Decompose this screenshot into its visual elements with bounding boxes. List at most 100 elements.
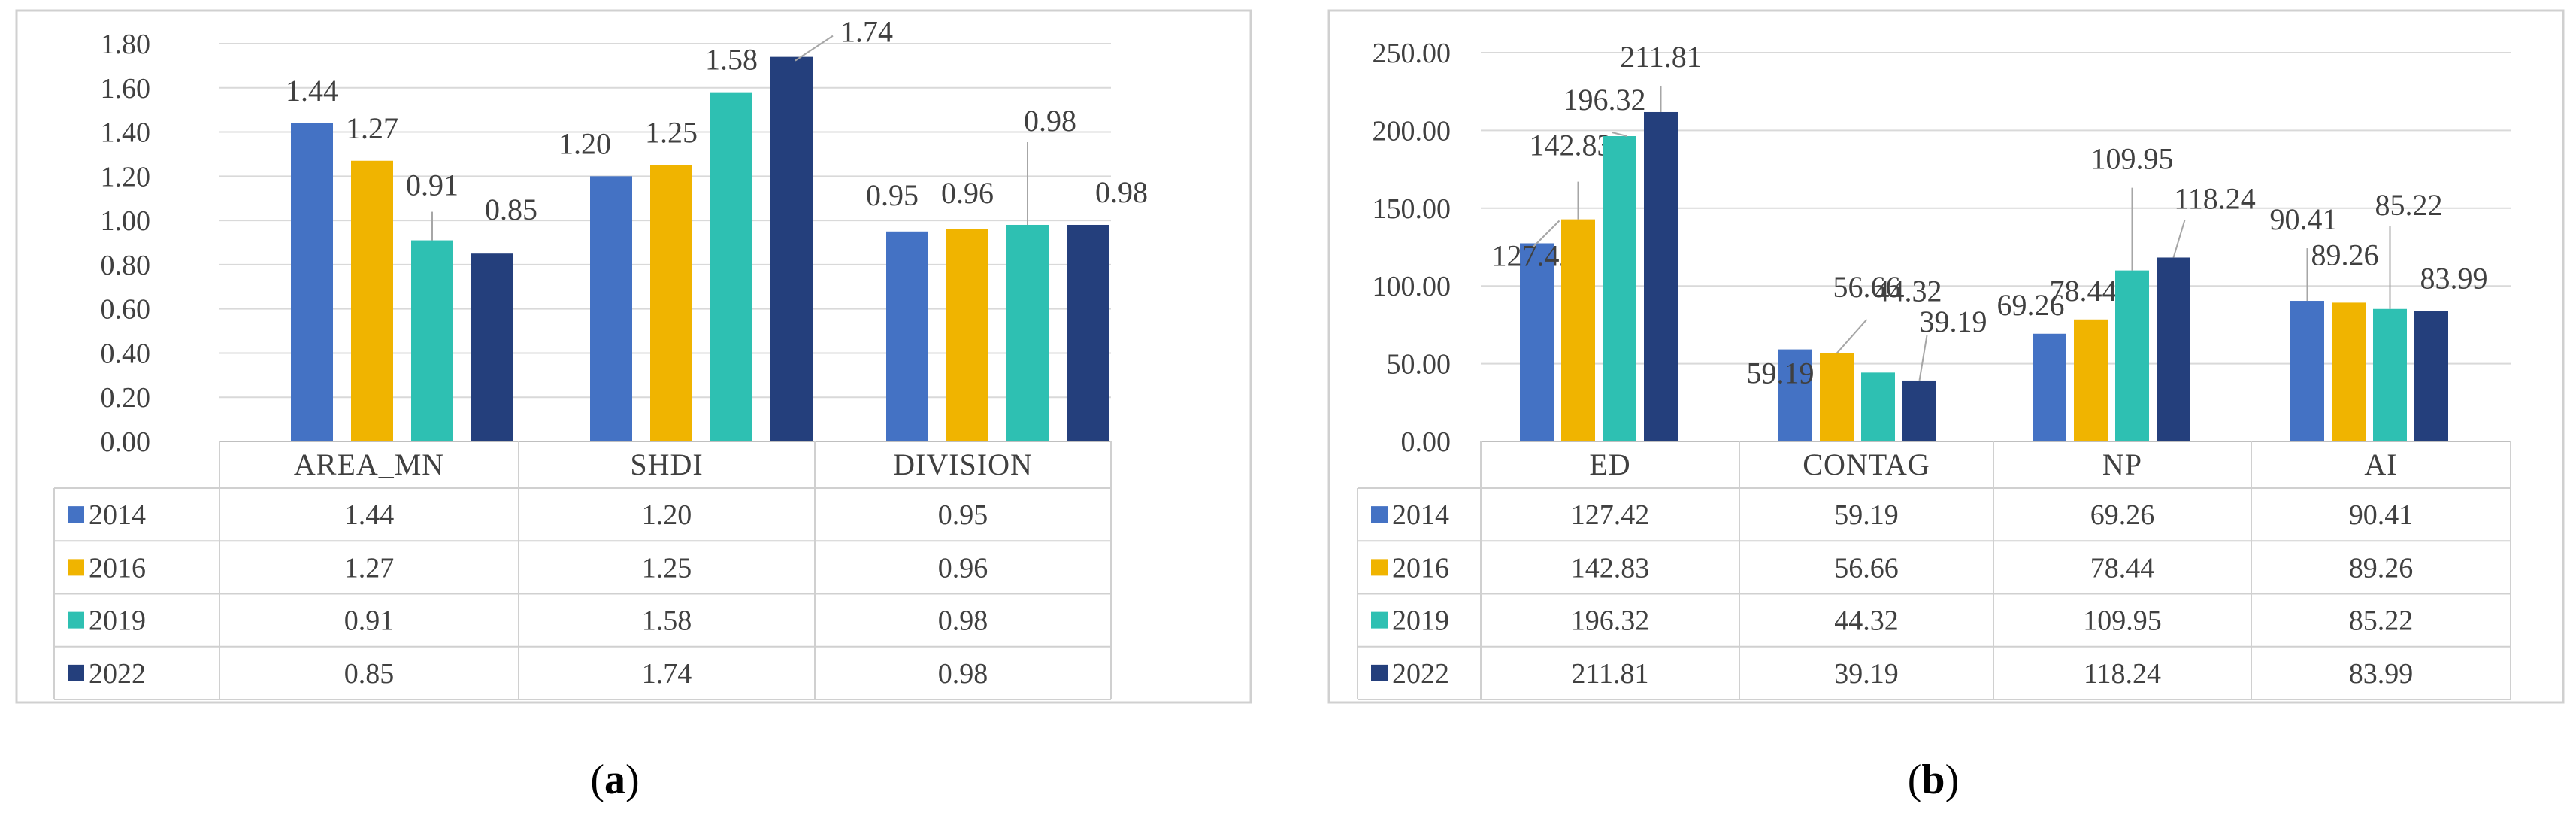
data-label: 196.32 [1563,83,1646,117]
table-cell: 78.44 [2090,552,2155,584]
table-cell: 109.95 [2083,605,2162,637]
data-label: 127.42 [1492,238,1575,272]
data-label: 59.19 [1747,356,1815,390]
y-tick-label: 0.40 [101,338,151,369]
data-label: 1.27 [346,111,398,145]
legend-year-label: 2016 [89,552,146,584]
bar-division-2014 [886,231,928,441]
bar-shdi-2019 [710,92,752,442]
panel-caption: (b) [1908,757,1959,803]
table-cell: 1.27 [344,552,395,584]
y-tick-label: 0.00 [101,426,151,458]
table-cell: 127.42 [1571,499,1650,531]
y-tick-label: 250.00 [1373,38,1451,69]
category-header: CONTAG [1803,447,1930,481]
data-label: 0.98 [1095,175,1148,209]
bar-contag-2016 [1820,353,1854,441]
table-cell: 0.98 [938,605,988,637]
table-cell: 59.19 [1834,499,1899,531]
table-cell: 85.22 [2349,605,2414,637]
leader-line [1918,335,1928,381]
leader-line [1532,220,1560,248]
data-label: 0.95 [866,178,919,212]
table-cell: 142.83 [1571,552,1650,584]
legend-swatch [1371,506,1388,523]
table-cell: 90.41 [2349,499,2414,531]
table-cell: 44.32 [1834,605,1899,637]
legend-year-label: 2022 [89,658,146,690]
data-label: 90.41 [2270,202,2338,236]
data-label: 142.83 [1530,129,1612,162]
legend-year-label: 2019 [89,605,146,637]
bar-shdi-2014 [590,176,632,442]
table-cell: 56.66 [1834,552,1899,584]
table-cell: 0.91 [344,605,395,637]
y-tick-label: 200.00 [1373,115,1451,147]
table-cell: 83.99 [2349,658,2414,690]
bar-shdi-2022 [770,56,813,441]
data-label: 1.58 [705,43,758,77]
bar-contag-2019 [1861,372,1895,441]
table-cell: 1.25 [642,552,692,584]
table-cell: 0.98 [938,658,988,690]
legend-year-label: 2014 [1392,499,1449,531]
y-tick-label: 0.00 [1401,426,1451,458]
chart-panel-a: 0.00 0.20 0.40 0.60 0.80 1.00 1.20 1.40 1.60 1.80… [15,9,1252,803]
y-tick-label: 1.20 [101,161,151,193]
y-tick-label: 100.00 [1373,271,1451,302]
table-cell: 69.26 [2090,499,2155,531]
data-label: 44.32 [1875,274,1942,308]
data-label: 0.98 [1024,104,1076,138]
table-cell: 118.24 [2084,658,2161,690]
y-tick-label: 50.00 [1387,349,1451,381]
bar-ai-2019 [2373,308,2407,441]
y-tick-label: 150.00 [1373,193,1451,225]
bar-np-2014 [2033,333,2066,441]
table-cell: 196.32 [1571,605,1650,637]
data-label: 83.99 [2420,261,2488,295]
data-label: 109.95 [2091,142,2174,176]
legend-swatch [68,559,84,576]
legend-year-label: 2014 [89,499,146,531]
y-tick-label: 0.60 [101,294,151,326]
y-tick-label: 1.40 [101,117,151,149]
table-cell: 1.44 [344,499,395,531]
table-cell: 0.85 [344,658,395,690]
category-header: AI [2364,447,2397,481]
table-cell: 0.95 [938,499,988,531]
y-tick-label: 1.80 [101,29,151,60]
category-header: AREA_MN [294,447,444,481]
bar-ed-2014 [1520,243,1554,441]
bar-ai-2016 [2332,302,2366,441]
bar-contag-2022 [1902,380,1936,441]
legend-swatch [68,506,84,523]
data-label: 56.66 [1833,270,1901,304]
bar-ed-2016 [1561,219,1595,441]
table-cell: 1.20 [642,499,692,531]
bar-ai-2022 [2414,311,2448,441]
bar-ed-2022 [1644,111,1678,441]
leader-line [1836,319,1868,354]
category-header: ED [1589,447,1630,481]
y-tick-label: 0.20 [101,382,151,414]
data-label: 1.20 [558,126,611,160]
legend-swatch [1371,611,1388,629]
bar-division-2022 [1067,224,1109,441]
data-label: 1.44 [286,74,338,108]
bar-np-2022 [2157,257,2190,441]
panel-caption: (a) [590,757,639,803]
data-label: 85.22 [2375,188,2443,222]
leader-line [1612,132,1627,137]
table-cell: 1.58 [642,605,692,637]
data-label: 39.19 [1920,305,1987,338]
data-label: 0.96 [941,176,994,210]
bar-contag-2014 [1778,349,1812,441]
bar-area_mn-2019 [411,240,453,441]
legend-swatch [1371,559,1388,576]
table-cell: 211.81 [1571,658,1648,690]
category-header: NP [2102,447,2142,481]
data-label: 1.25 [645,116,698,150]
data-label: 0.91 [406,168,459,202]
category-header: SHDI [630,447,703,481]
data-label: 0.85 [485,193,537,226]
